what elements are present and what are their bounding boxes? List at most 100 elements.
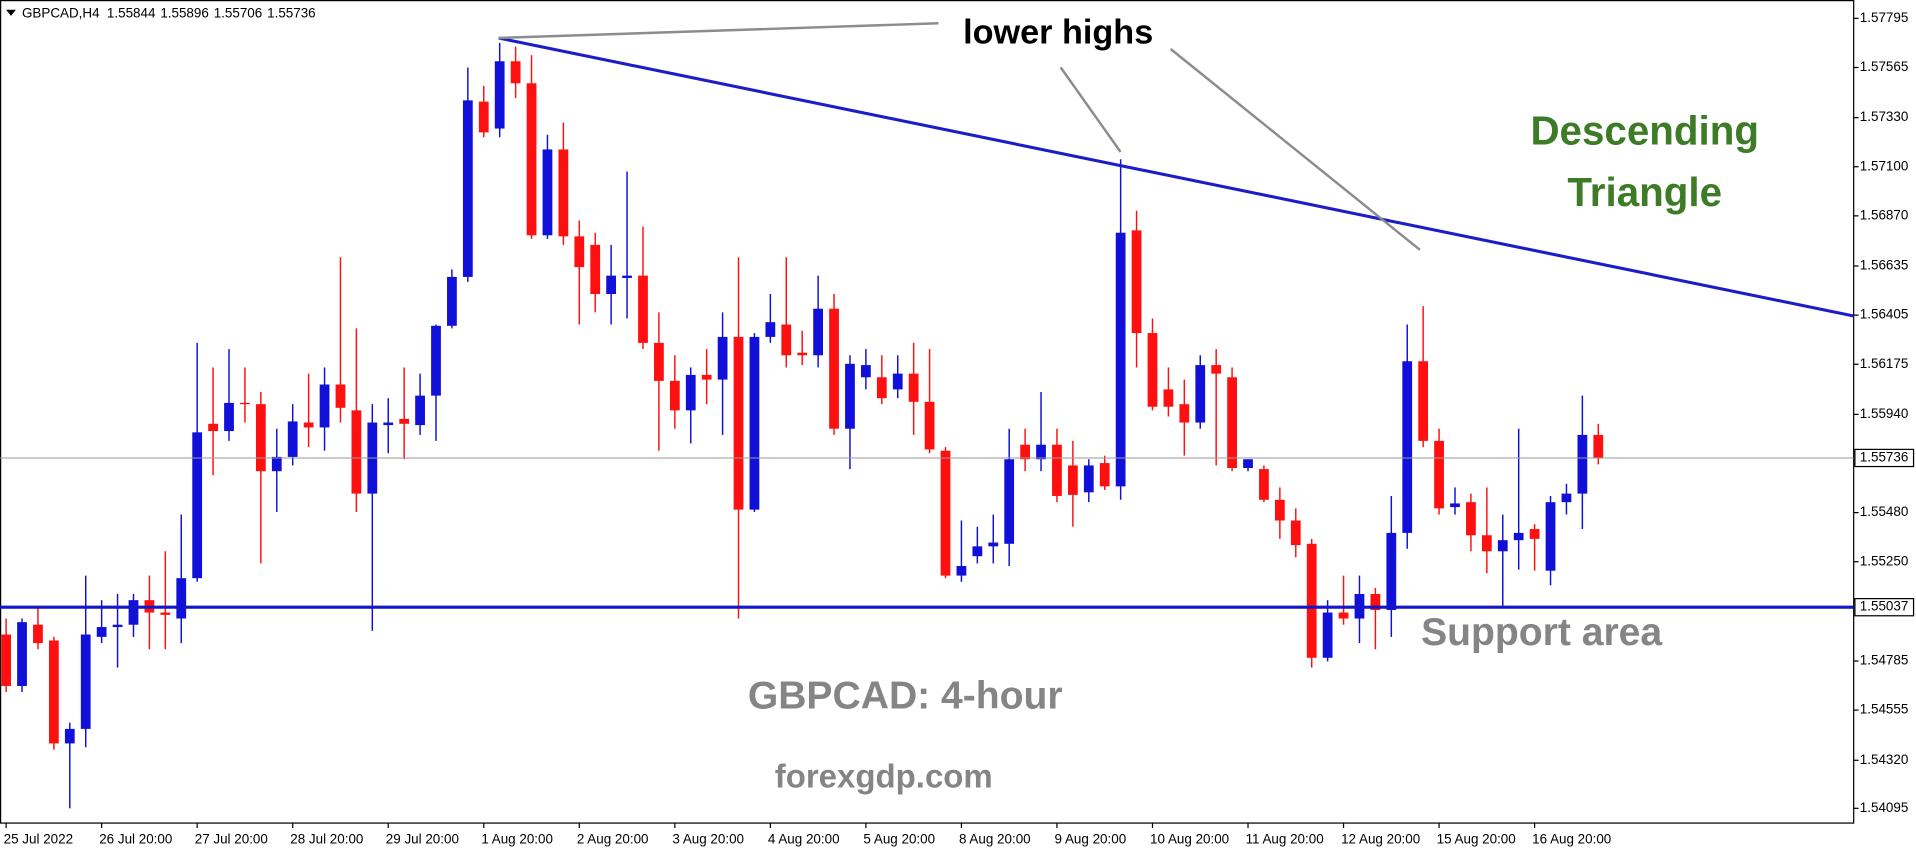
x-tick-label: 27 Jul 20:00 [195, 832, 268, 847]
candle-body [80, 634, 91, 729]
candle-body [542, 149, 553, 236]
x-tick-label: 12 Aug 20:00 [1341, 832, 1420, 847]
candle-body [192, 432, 203, 579]
candle-body [1561, 493, 1572, 503]
candle-body [1481, 535, 1492, 552]
y-tick-label: 1.56175 [1860, 356, 1909, 371]
x-tick-label: 9 Aug 20:00 [1055, 832, 1127, 847]
candle-body [1052, 444, 1062, 496]
candle-body [1402, 361, 1413, 533]
candle-body [17, 622, 27, 686]
x-tick-label: 15 Aug 20:00 [1437, 832, 1516, 847]
candle-body [1099, 463, 1110, 487]
header-arrow [6, 9, 16, 16]
symbol: GBPCAD,H4 [22, 5, 100, 20]
candle-body [1466, 502, 1476, 536]
candle-body [1306, 543, 1317, 658]
candle-body [1067, 465, 1078, 495]
candle-body [1243, 459, 1253, 468]
candle-body [1227, 377, 1237, 468]
x-tick-label: 4 Aug 20:00 [768, 832, 840, 847]
candle-body [431, 325, 441, 396]
candle-body [924, 401, 935, 450]
candle-body [399, 418, 410, 424]
candle-body [1545, 502, 1556, 571]
candle-body [319, 384, 330, 428]
candle-body [956, 565, 967, 576]
candle-body [1211, 365, 1222, 374]
candle-body [749, 336, 760, 510]
candle-body [1163, 389, 1174, 407]
candle-body [638, 275, 648, 343]
candle-body [1529, 529, 1540, 539]
candle-body [829, 308, 839, 429]
support-label: 1.55037 [1860, 599, 1909, 614]
candle-body [988, 542, 999, 547]
annotation: lower highs [963, 13, 1153, 51]
candle-body [701, 374, 712, 380]
candle-body [271, 456, 282, 472]
y-tick-label: 1.54785 [1860, 653, 1909, 668]
x-tick-label: 2 Aug 20:00 [577, 832, 649, 847]
candle-body [64, 728, 75, 744]
candle-body [685, 374, 696, 411]
y-tick-label: 1.54320 [1860, 752, 1909, 767]
pointer-line [1059, 66, 1122, 153]
candle-body [733, 336, 744, 510]
chart-header: GBPCAD,H4 1.55844 1.55896 1.55706 1.55736 [22, 5, 316, 20]
candle-body [972, 546, 983, 557]
candle-body [526, 83, 537, 236]
header-low: 1.55706 [214, 5, 263, 20]
header-high: 1.55896 [160, 5, 209, 20]
y-tick-label: 1.55940 [1860, 406, 1909, 421]
candle-body [892, 373, 903, 390]
candle-body [574, 236, 585, 268]
x-tick-label: 25 Jul 2022 [4, 832, 73, 847]
y-tick-label: 1.57565 [1860, 59, 1909, 74]
candle-body [1418, 361, 1429, 441]
candles [1, 42, 1604, 809]
candle-body [876, 377, 887, 399]
x-tick-label: 26 Jul 20:00 [99, 832, 172, 847]
header-close: 1.55736 [267, 5, 316, 20]
pointer-line [1169, 48, 1421, 251]
candle-body [1020, 444, 1030, 460]
candle-body [1513, 532, 1524, 541]
annotation: Support area [1421, 611, 1663, 654]
candle-body [1195, 365, 1206, 423]
annotation: GBPCAD: 4-hour [748, 674, 1063, 717]
candle-body [1370, 593, 1381, 610]
x-tick-label: 8 Aug 20:00 [959, 832, 1031, 847]
candle-body [940, 450, 951, 576]
x-tick-label: 16 Aug 20:00 [1532, 832, 1611, 847]
y-tick-label: 1.56405 [1860, 307, 1909, 322]
candle-body [1386, 532, 1397, 610]
candle-body [717, 336, 728, 380]
annotation: Descending Triangle [1530, 107, 1759, 215]
candle-body [1179, 404, 1190, 423]
header-open: 1.55844 [107, 5, 156, 20]
candle-body [781, 324, 792, 356]
annotation-box: Descending Triangle [1530, 107, 1759, 215]
candle-body [1259, 469, 1269, 500]
y-tick-label: 1.55480 [1860, 504, 1909, 519]
candle-body [33, 624, 43, 644]
candle-body [1274, 499, 1285, 521]
y-tick-label: 1.57330 [1860, 109, 1909, 124]
candle-body [622, 275, 632, 278]
candle-body [208, 423, 218, 432]
pointer-line [498, 22, 939, 40]
candle-body [1131, 230, 1142, 334]
candle-body [797, 352, 808, 356]
candle-body [160, 612, 171, 615]
candle-body [1147, 333, 1158, 407]
candle-body [415, 395, 425, 426]
candle-body [287, 421, 298, 457]
candle-body [606, 275, 617, 294]
y-tick-label: 1.54555 [1860, 702, 1909, 717]
candle-body [1577, 434, 1588, 494]
candle-body [765, 322, 776, 337]
y-tick-label: 1.55250 [1860, 553, 1909, 568]
